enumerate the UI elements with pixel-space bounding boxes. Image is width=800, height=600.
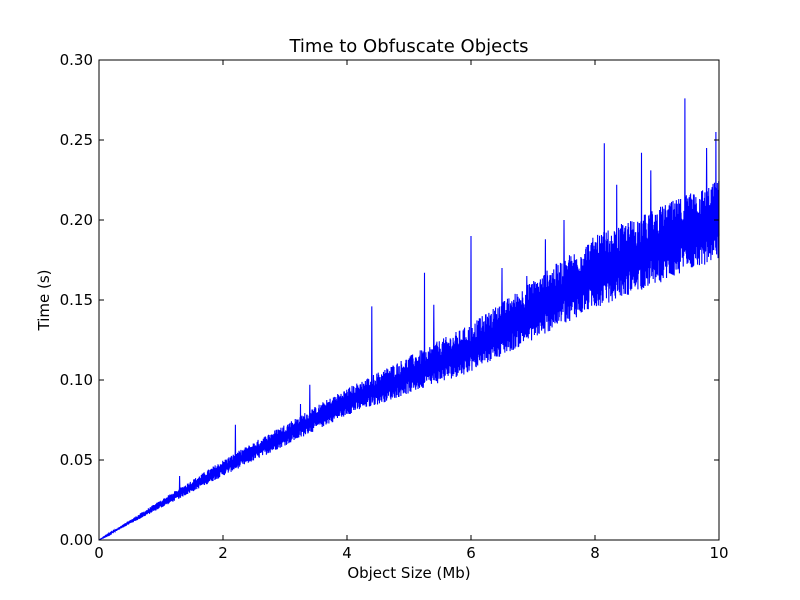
x-tick-label: 8 <box>590 544 600 562</box>
x-tick-label: 0 <box>94 544 104 562</box>
y-axis-label: Time (s) <box>35 270 53 332</box>
y-tick-label: 0.10 <box>60 371 93 389</box>
y-tick-label: 0.05 <box>60 451 93 469</box>
x-tick-label: 6 <box>466 544 476 562</box>
series-layer <box>98 98 720 541</box>
x-tick-label: 4 <box>342 544 352 562</box>
y-tick-label: 0.25 <box>60 131 93 149</box>
chart-title: Time to Obfuscate Objects <box>288 36 528 57</box>
y-tick-label: 0.30 <box>60 51 93 69</box>
x-tick-label: 2 <box>218 544 228 562</box>
y-tick-label: 0.15 <box>60 291 93 309</box>
plot-area <box>99 60 719 540</box>
axes-layer: 0 2 4 6 8 10 0.00 0.05 0.10 0.15 0.20 0.25 0.30 <box>60 51 729 562</box>
series-line <box>98 98 720 541</box>
x-axis-label: Object Size (Mb) <box>347 564 470 582</box>
x-tick-label: 10 <box>709 544 728 562</box>
y-tick-label: 0.20 <box>60 211 93 229</box>
y-tick-label: 0.00 <box>60 531 93 549</box>
